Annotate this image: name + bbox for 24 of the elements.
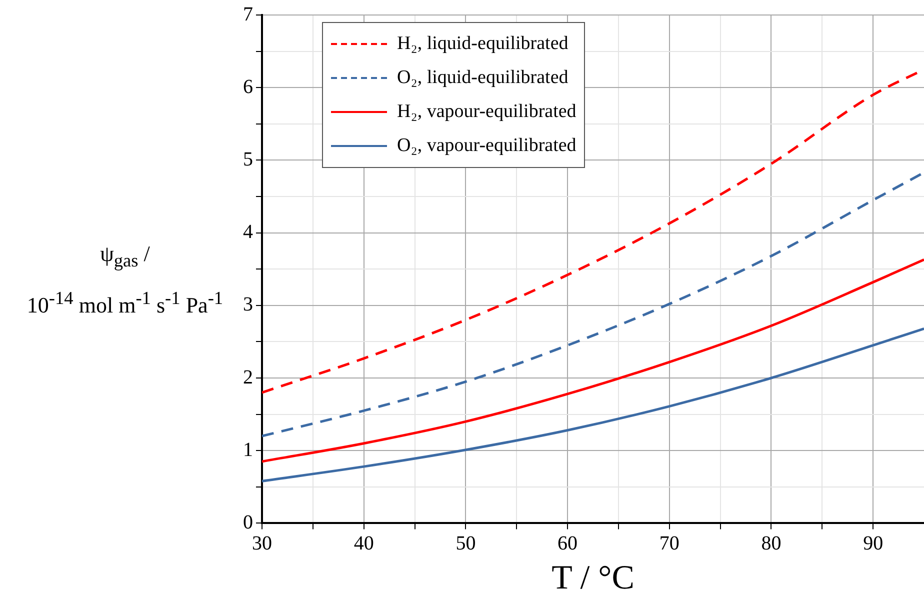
legend-label: H₂, liquid-equilibrated bbox=[397, 33, 568, 55]
y-tick-label: 1 bbox=[243, 438, 253, 461]
y-tick-label: 4 bbox=[243, 221, 253, 244]
line-series bbox=[262, 327, 924, 482]
y-tick-label: 3 bbox=[243, 294, 253, 316]
line-series bbox=[262, 171, 924, 438]
x-tick-label: 70 bbox=[659, 532, 680, 554]
y-tick-label: 7 bbox=[243, 3, 253, 26]
x-tick-label: 80 bbox=[761, 532, 782, 554]
y-tick-label: 5 bbox=[243, 148, 253, 170]
x-tick-label: 60 bbox=[558, 532, 578, 554]
legend-label: O₂, liquid-equilibrated bbox=[397, 67, 568, 89]
x-tick-label: 30 bbox=[252, 532, 272, 554]
legend-label: O₂, vapour-equilibrated bbox=[397, 135, 576, 157]
x-tick-label: 40 bbox=[354, 532, 374, 554]
x-tick-label: 90 bbox=[863, 532, 884, 554]
text: ψ$_{gas}$ / 10$^{-14}$ mol m$^{-1}$ s$^{-1}$ Pa$^{-1}$ bbox=[26, 241, 224, 318]
line-series bbox=[262, 258, 924, 463]
y-tick-label: 6 bbox=[243, 76, 253, 98]
x-axis-title: T / °C bbox=[552, 560, 634, 597]
y-tick-label: 2 bbox=[243, 366, 253, 388]
y-tick-label: 0 bbox=[243, 511, 253, 534]
x-tick-label: 50 bbox=[456, 532, 476, 554]
legend-label: H₂, vapour-equilibrated bbox=[397, 101, 576, 123]
